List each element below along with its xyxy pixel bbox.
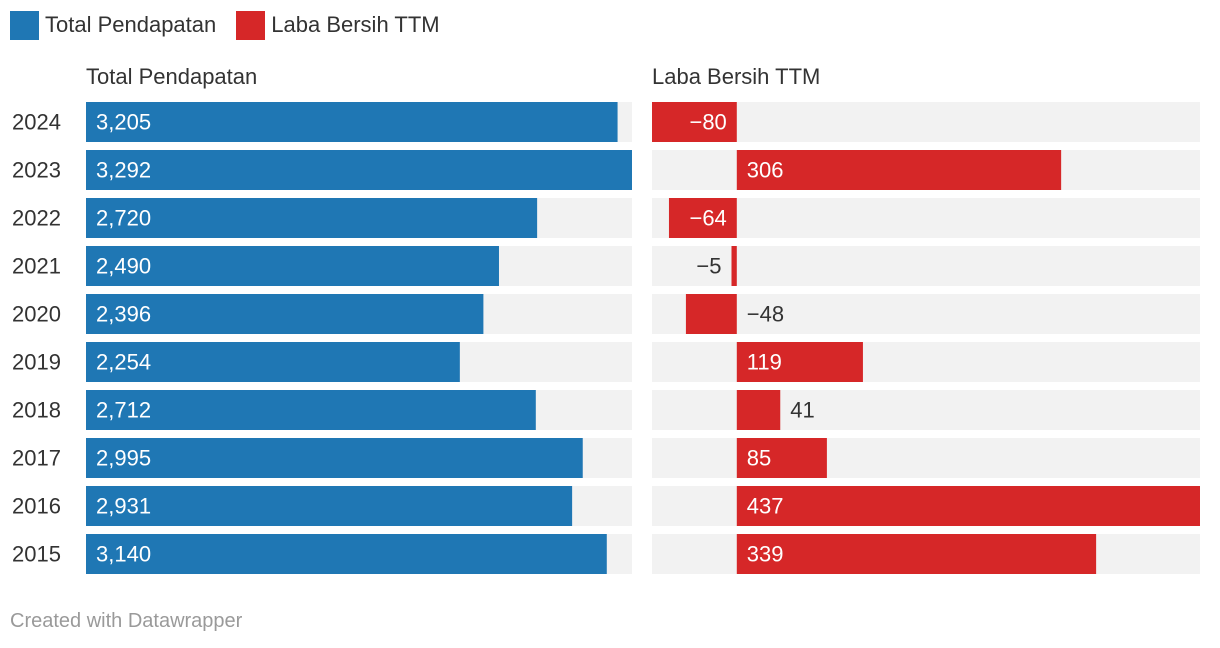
profit-bar bbox=[685, 294, 737, 334]
profit-value-label: −80 bbox=[689, 110, 726, 135]
revenue-value-label: 2,396 bbox=[96, 302, 151, 327]
revenue-bar bbox=[86, 150, 632, 190]
profit-track bbox=[652, 246, 1200, 286]
legend: Total Pendapatan Laba Bersih TTM bbox=[10, 10, 460, 40]
profit-value-label: 306 bbox=[747, 158, 784, 183]
profit-value-label: 339 bbox=[747, 542, 784, 567]
revenue-value-label: 2,712 bbox=[96, 398, 151, 423]
profit-bar bbox=[652, 102, 737, 142]
legend-swatch-profit bbox=[236, 10, 266, 40]
profit-value-label: 41 bbox=[790, 398, 814, 423]
year-label: 2024 bbox=[12, 110, 61, 135]
profit-track bbox=[652, 294, 1200, 334]
profit-track bbox=[652, 390, 1200, 430]
legend-label-revenue: Total Pendapatan bbox=[45, 12, 217, 37]
profit-value-label: −64 bbox=[689, 206, 726, 231]
profit-value-label: 85 bbox=[747, 446, 771, 471]
profit-bar bbox=[736, 534, 1097, 574]
profit-bar bbox=[736, 390, 781, 430]
year-label: 2019 bbox=[12, 350, 61, 375]
profit-value-label: −5 bbox=[696, 254, 721, 279]
profit-value-label: 119 bbox=[747, 350, 782, 375]
profit-bar bbox=[731, 246, 737, 286]
profit-bar bbox=[736, 342, 863, 382]
revenue-bar bbox=[86, 390, 536, 430]
datawrapper-credit: Created with Datawrapper bbox=[10, 610, 243, 632]
profit-bar bbox=[736, 150, 1062, 190]
year-label: 2018 bbox=[12, 398, 61, 423]
profit-track bbox=[652, 102, 1200, 142]
revenue-value-label: 3,140 bbox=[96, 542, 151, 567]
revenue-bar bbox=[86, 246, 499, 286]
revenue-bar bbox=[86, 486, 573, 526]
legend-label-profit: Laba Bersih TTM bbox=[271, 12, 440, 37]
bar-chart: 2024 3,205 −80 2023 3,292 306 2022 2,720 −64 2021… bbox=[12, 102, 1200, 574]
revenue-value-label: 3,292 bbox=[96, 158, 151, 183]
profit-track bbox=[652, 198, 1200, 238]
year-label: 2021 bbox=[12, 254, 61, 279]
revenue-value-label: 2,490 bbox=[96, 254, 151, 279]
revenue-bar bbox=[86, 438, 583, 478]
revenue-bar bbox=[86, 102, 618, 142]
profit-track bbox=[652, 342, 1200, 382]
legend-item-revenue: Total Pendapatan bbox=[10, 10, 217, 40]
profit-bar bbox=[668, 198, 737, 238]
profit-bar bbox=[736, 438, 827, 478]
revenue-bar bbox=[86, 198, 538, 238]
legend-swatch-revenue bbox=[10, 10, 39, 40]
year-label: 2020 bbox=[12, 302, 61, 327]
year-label: 2022 bbox=[12, 206, 61, 231]
year-label: 2023 bbox=[12, 158, 61, 183]
profit-track bbox=[652, 438, 1200, 478]
profit-bar bbox=[736, 486, 1200, 526]
profit-value-label: 437 bbox=[747, 494, 784, 519]
year-label: 2017 bbox=[12, 446, 61, 471]
year-label: 2016 bbox=[12, 494, 61, 519]
panel-title-revenue: Total Pendapatan bbox=[86, 64, 258, 89]
revenue-value-label: 2,254 bbox=[96, 350, 151, 375]
revenue-bar bbox=[86, 294, 484, 334]
revenue-value-label: 2,995 bbox=[96, 446, 151, 471]
profit-value-label: −48 bbox=[747, 302, 784, 327]
legend-item-profit: Laba Bersih TTM bbox=[236, 10, 440, 40]
year-label: 2015 bbox=[12, 542, 61, 567]
revenue-value-label: 2,720 bbox=[96, 206, 151, 231]
revenue-bar bbox=[86, 534, 607, 574]
revenue-bar bbox=[86, 342, 460, 382]
panel-title-profit: Laba Bersih TTM bbox=[652, 64, 821, 89]
revenue-value-label: 2,931 bbox=[96, 494, 151, 519]
revenue-value-label: 3,205 bbox=[96, 110, 151, 135]
